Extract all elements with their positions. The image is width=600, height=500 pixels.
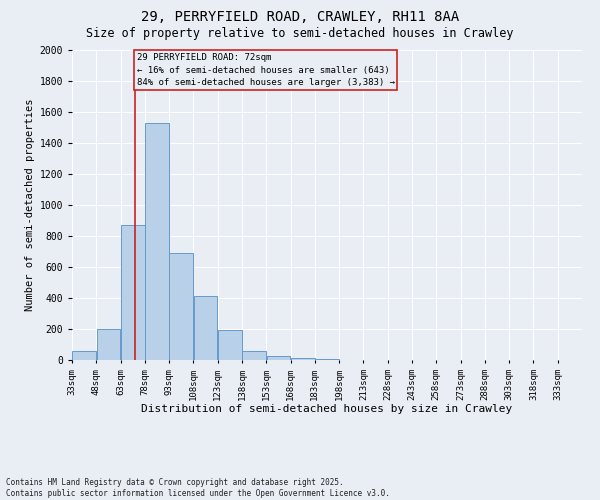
Bar (315, 359, 339, 360)
Bar (218, 330, 242, 360)
X-axis label: Distribution of semi-detached houses by size in Crawley: Distribution of semi-detached houses by … (142, 404, 512, 414)
Bar (72, 350, 96, 360)
Bar (121, 225, 145, 360)
Text: Size of property relative to semi-detached houses in Crawley: Size of property relative to semi-detach… (86, 28, 514, 40)
Text: 29 PERRYFIELD ROAD: 72sqm
← 16% of semi-detached houses are smaller (643)
84% of: 29 PERRYFIELD ROAD: 72sqm ← 16% of semi-… (137, 53, 395, 87)
Bar (145, 123, 169, 360)
Y-axis label: Number of semi-detached properties: Number of semi-detached properties (25, 99, 35, 311)
Bar (97, 329, 121, 360)
Text: 29, PERRYFIELD ROAD, CRAWLEY, RH11 8AA: 29, PERRYFIELD ROAD, CRAWLEY, RH11 8AA (141, 10, 459, 24)
Bar (169, 253, 193, 360)
Bar (266, 356, 290, 360)
Bar (242, 352, 266, 360)
Text: Contains HM Land Registry data © Crown copyright and database right 2025.
Contai: Contains HM Land Registry data © Crown c… (6, 478, 390, 498)
Bar (291, 358, 314, 360)
Bar (194, 296, 217, 360)
